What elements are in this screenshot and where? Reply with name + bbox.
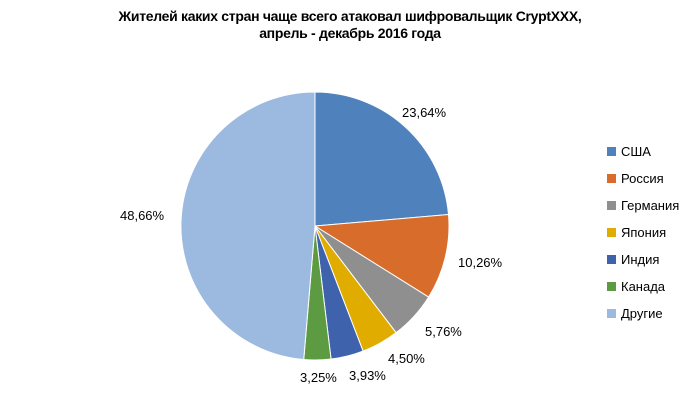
- data-label-7: 48,66%: [120, 208, 165, 223]
- legend-label: Япония: [621, 225, 667, 240]
- legend-swatch: [607, 309, 616, 318]
- data-label-4: 4,50%: [388, 351, 425, 366]
- data-label-3: 5,76%: [425, 324, 462, 339]
- legend-item-2: Россия: [607, 165, 679, 192]
- pie-slice-2: [313, 214, 450, 298]
- legend-item-6: Канада: [607, 273, 679, 300]
- legend-swatch: [607, 255, 616, 264]
- data-label-1: 23,64%: [402, 105, 447, 120]
- legend-label: Канада: [621, 279, 666, 294]
- legend-label: Другие: [621, 306, 663, 321]
- data-label-2: 10,26%: [458, 255, 503, 270]
- legend-label: США: [621, 144, 651, 159]
- pie-slices: [180, 91, 450, 361]
- pie-slice-1: [314, 91, 450, 227]
- chart-title: Жителей каких стран чаще всего атаковал …: [0, 8, 700, 42]
- legend-item-5: Индия: [607, 246, 679, 273]
- legend-swatch: [607, 201, 616, 210]
- chart-title-line-1: Жителей каких стран чаще всего атаковал …: [118, 8, 582, 24]
- legend-swatch: [607, 174, 616, 183]
- legend-label: Россия: [621, 171, 664, 186]
- chart-title-line-2: апрель - декабрь 2016 года: [259, 25, 441, 41]
- legend-item-3: Германия: [607, 192, 679, 219]
- legend-label: Германия: [621, 198, 680, 213]
- data-label-5: 3,93%: [349, 368, 386, 383]
- legend-label: Индия: [621, 252, 660, 267]
- pie-slice-7: [180, 91, 316, 361]
- legend-swatch: [607, 282, 616, 291]
- legend-swatch: [607, 228, 616, 237]
- legend: США Россия Германия Япония Индия Канада Другие: [607, 138, 679, 327]
- legend-item-1: США: [607, 138, 679, 165]
- data-label-6: 3,25%: [300, 370, 337, 385]
- legend-item-7: Другие: [607, 300, 679, 327]
- legend-swatch: [607, 147, 616, 156]
- legend-item-4: Япония: [607, 219, 679, 246]
- pie-data-labels: 23,64% 10,26% 5,76%4,50%3,93% 3,25% 48,66%: [120, 105, 503, 385]
